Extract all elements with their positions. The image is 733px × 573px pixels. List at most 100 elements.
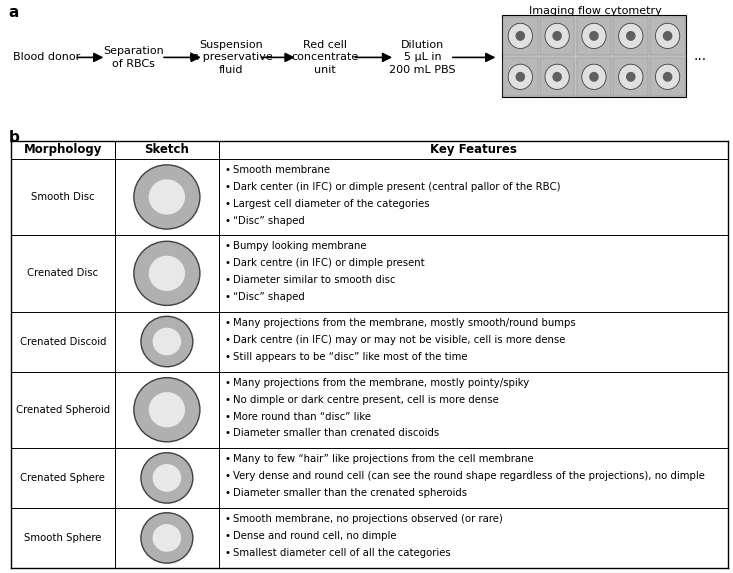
Ellipse shape <box>152 328 181 355</box>
Bar <box>503 58 537 96</box>
Text: Smooth Sphere: Smooth Sphere <box>24 533 102 543</box>
Text: Many to few “hair” like projections from the cell membrane: Many to few “hair” like projections from… <box>233 454 534 464</box>
Ellipse shape <box>134 241 200 305</box>
Text: •: • <box>224 199 231 209</box>
Ellipse shape <box>141 316 193 367</box>
Ellipse shape <box>515 31 525 41</box>
Text: ...: ... <box>693 49 707 64</box>
Ellipse shape <box>619 64 643 89</box>
Text: Diameter similar to smooth disc: Diameter similar to smooth disc <box>233 275 396 285</box>
Text: Smallest diameter cell of all the categories: Smallest diameter cell of all the catego… <box>233 548 451 558</box>
Text: •: • <box>224 292 231 302</box>
Ellipse shape <box>134 165 200 229</box>
Ellipse shape <box>152 524 181 552</box>
Ellipse shape <box>141 513 193 563</box>
Text: “Disc” shaped: “Disc” shaped <box>233 215 305 226</box>
Text: Many projections from the membrane, mostly smooth/round bumps: Many projections from the membrane, most… <box>233 317 576 328</box>
Text: Dark centre (in IFC) may or may not be visible, cell is more dense: Dark centre (in IFC) may or may not be v… <box>233 335 566 345</box>
Ellipse shape <box>626 31 636 41</box>
Text: •: • <box>224 488 231 499</box>
Text: Smooth membrane, no projections observed (or rare): Smooth membrane, no projections observed… <box>233 514 503 524</box>
Text: Dark center (in IFC) or dimple present (central pallor of the RBC): Dark center (in IFC) or dimple present (… <box>233 182 561 192</box>
Ellipse shape <box>149 392 185 427</box>
Text: Smooth membrane: Smooth membrane <box>233 165 331 175</box>
Text: •: • <box>224 531 231 541</box>
Text: Crenated Discoid: Crenated Discoid <box>20 336 106 347</box>
Text: •: • <box>224 275 231 285</box>
Text: a: a <box>9 5 19 20</box>
Ellipse shape <box>626 72 636 82</box>
Text: Dark centre (in IFC) or dimple present: Dark centre (in IFC) or dimple present <box>233 258 425 268</box>
Text: •: • <box>224 182 231 192</box>
Text: Sketch: Sketch <box>144 143 189 156</box>
Text: Dense and round cell, no dimple: Dense and round cell, no dimple <box>233 531 397 541</box>
Text: •: • <box>224 411 231 422</box>
Text: Still appears to be “disc” like most of the time: Still appears to be “disc” like most of … <box>233 352 468 362</box>
Text: •: • <box>224 471 231 481</box>
Bar <box>539 58 575 96</box>
Ellipse shape <box>545 23 570 49</box>
Bar <box>577 58 611 96</box>
Text: b: b <box>9 131 20 146</box>
Text: •: • <box>224 215 231 226</box>
Ellipse shape <box>152 464 181 492</box>
Text: •: • <box>224 429 231 438</box>
Ellipse shape <box>508 64 532 89</box>
Ellipse shape <box>663 72 672 82</box>
Text: Key Features: Key Features <box>430 143 517 156</box>
Text: Suspension
in preservative
fluid: Suspension in preservative fluid <box>189 40 273 75</box>
Ellipse shape <box>149 256 185 291</box>
Bar <box>650 58 685 96</box>
Ellipse shape <box>134 378 200 442</box>
Text: •: • <box>224 514 231 524</box>
Ellipse shape <box>589 31 599 41</box>
Text: Blood donor: Blood donor <box>13 52 81 62</box>
Text: •: • <box>224 241 231 251</box>
Bar <box>503 17 537 55</box>
Ellipse shape <box>582 23 606 49</box>
Text: •: • <box>224 548 231 558</box>
Text: Morphology: Morphology <box>23 143 102 156</box>
Ellipse shape <box>553 31 562 41</box>
Text: Very dense and round cell (can see the round shape regardless of the projections: Very dense and round cell (can see the r… <box>233 471 705 481</box>
Ellipse shape <box>515 72 525 82</box>
Bar <box>502 15 686 97</box>
Ellipse shape <box>655 64 679 89</box>
Bar <box>577 17 611 55</box>
Text: •: • <box>224 165 231 175</box>
Text: Bumpy looking membrane: Bumpy looking membrane <box>233 241 366 251</box>
Text: •: • <box>224 352 231 362</box>
Text: Many projections from the membrane, mostly pointy/spiky: Many projections from the membrane, most… <box>233 378 529 387</box>
Text: Dilution
5 μL in
200 mL PBS: Dilution 5 μL in 200 mL PBS <box>389 40 456 75</box>
Ellipse shape <box>553 72 562 82</box>
Text: •: • <box>224 335 231 345</box>
Text: Crenated Sphere: Crenated Sphere <box>21 473 106 483</box>
Text: Red cell
concentrate
unit: Red cell concentrate unit <box>292 40 358 75</box>
Text: Separation
of RBCs: Separation of RBCs <box>103 46 164 69</box>
Text: No dimple or dark centre present, cell is more dense: No dimple or dark centre present, cell i… <box>233 395 499 405</box>
Ellipse shape <box>589 72 599 82</box>
Ellipse shape <box>655 23 679 49</box>
Text: •: • <box>224 395 231 405</box>
Ellipse shape <box>508 23 532 49</box>
Text: More round than “disc” like: More round than “disc” like <box>233 411 372 422</box>
Text: •: • <box>224 317 231 328</box>
Ellipse shape <box>619 23 643 49</box>
Text: •: • <box>224 258 231 268</box>
Text: Largest cell diameter of the categories: Largest cell diameter of the categories <box>233 199 430 209</box>
Bar <box>614 58 648 96</box>
Ellipse shape <box>582 64 606 89</box>
Bar <box>539 17 575 55</box>
Bar <box>614 17 648 55</box>
Bar <box>650 17 685 55</box>
Text: Diameter smaller than the crenated spheroids: Diameter smaller than the crenated spher… <box>233 488 468 499</box>
Text: •: • <box>224 378 231 387</box>
Text: “Disc” shaped: “Disc” shaped <box>233 292 305 302</box>
Text: •: • <box>224 454 231 464</box>
Text: Diameter smaller than crenated discoids: Diameter smaller than crenated discoids <box>233 429 440 438</box>
Text: Crenated Disc: Crenated Disc <box>27 268 98 278</box>
Ellipse shape <box>149 179 185 215</box>
Text: Imaging flow cytometry: Imaging flow cytometry <box>529 6 662 16</box>
Ellipse shape <box>545 64 570 89</box>
Text: Smooth Disc: Smooth Disc <box>31 192 95 202</box>
